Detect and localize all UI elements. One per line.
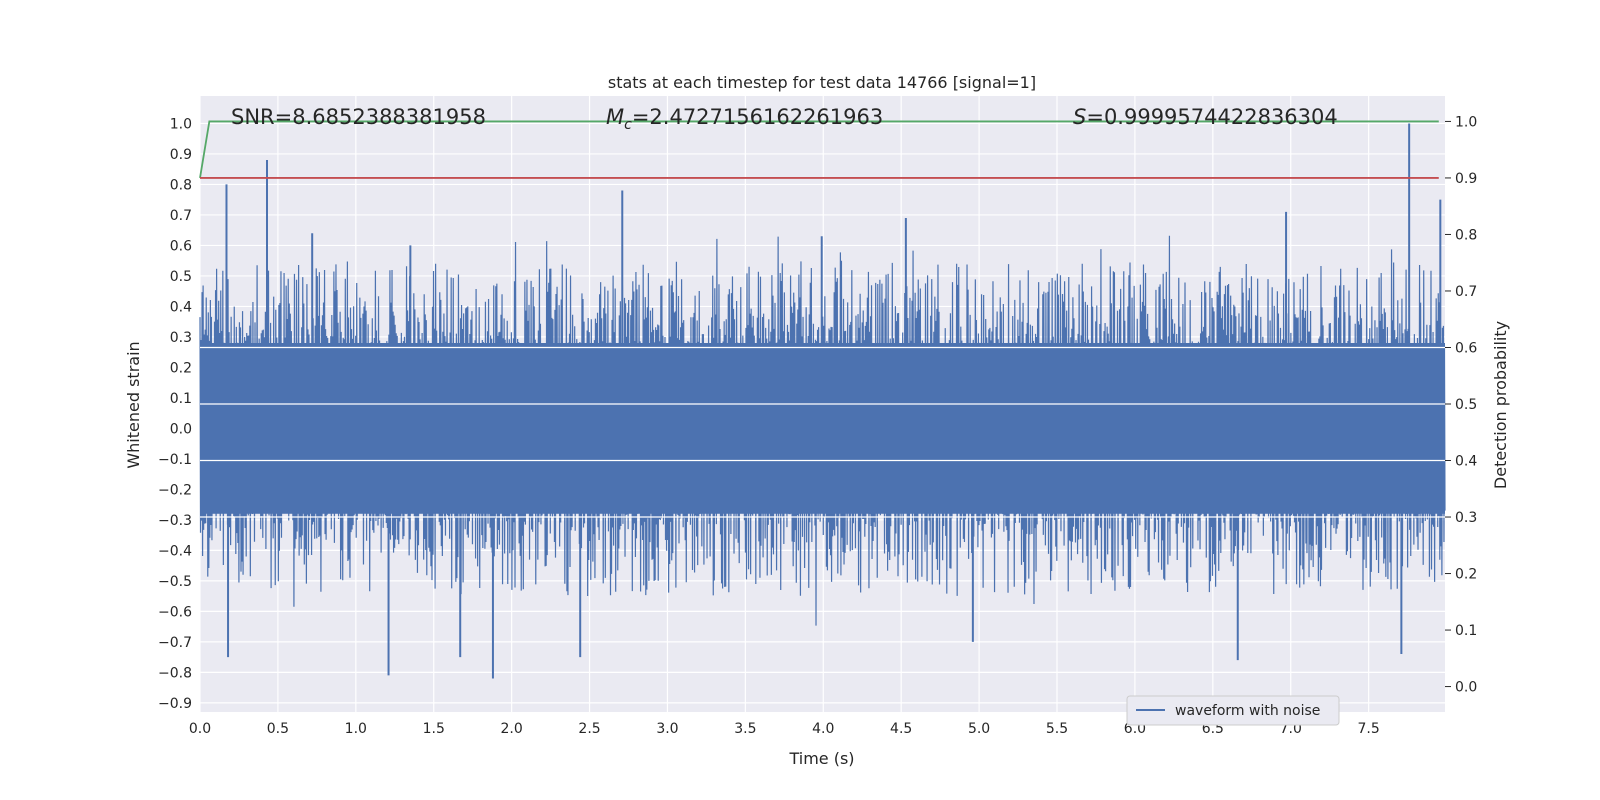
x-tick-label: 0.5 [267,721,289,737]
x-tick-label: 0.0 [189,721,211,737]
waveform-series [199,123,1446,679]
y2-tick-label: 0.5 [1455,397,1477,413]
snr-annotation: SNR=8.6852388381958 [231,105,486,129]
y-tick-label: 0.4 [170,299,192,315]
legend-label-waveform: waveform with noise [1175,703,1320,719]
x-tick-label: 3.5 [734,721,756,737]
y2-axis-label: Detection probability [1491,321,1510,489]
y-tick-label: 0.9 [170,147,192,163]
left-axis-ticks: −0.9 −0.8 −0.7 −0.6 −0.5 −0.4 −0.3 −0.2 −0.1 0.0 0… [158,116,192,711]
y2-tick-label: 0.1 [1455,623,1477,639]
x-tick-label: 1.5 [423,721,445,737]
y-tick-label: 0.3 [170,330,192,346]
y-tick-label: −0.7 [158,635,192,651]
y2-tick-label: 0.3 [1455,510,1477,526]
y-tick-label: 0.1 [170,391,192,407]
y2-tick-label: 0.4 [1455,454,1477,470]
x-tick-label: 5.0 [968,721,990,737]
chirp-mass-symbol: M [606,105,624,129]
legend-box [1126,695,1340,726]
y-tick-label: −0.9 [158,696,192,712]
s-annotation: S=0.9999574422836304 [1073,105,1338,129]
x-tick-label: 7.5 [1358,721,1380,737]
y2-tick-label: 0.8 [1455,227,1477,243]
chirp-mass-subscript: c [624,117,632,133]
x-tick-label: 1.0 [345,721,367,737]
legend: waveform with noise [1126,695,1340,726]
y2-tick-label: 0.9 [1455,171,1477,187]
y-tick-label: −0.6 [158,604,192,620]
y-axis-label: Whitened strain [124,341,143,468]
y-tick-label: 0.5 [170,269,192,285]
y-tick-label: 0.8 [170,177,192,193]
y2-tick-label: 0.0 [1455,680,1477,696]
y-tick-label: −0.5 [158,574,192,590]
y-tick-label: 0.0 [170,421,192,437]
x-tick-label: 5.5 [1046,721,1068,737]
chart-title: stats at each timestep for test data 147… [608,73,1036,92]
y2-tick-label: 0.2 [1455,567,1477,583]
x-tick-label: 2.0 [501,721,523,737]
y-tick-label: 0.6 [170,238,192,254]
y-tick-label: −0.2 [158,482,192,498]
y2-tick-label: 0.7 [1455,284,1477,300]
right-axis-ticks: 0.0 0.1 0.2 0.3 0.4 0.5 0.6 0.7 0.8 0.9 1.0 [1445,114,1477,696]
x-tick-label: 3.0 [656,721,678,737]
y-tick-label: 0.2 [170,360,192,376]
s-value: =0.9999574422836304 [1086,105,1337,129]
probability-line [199,120,1439,179]
y2-tick-label: 0.6 [1455,340,1477,356]
y-tick-label: −0.3 [158,513,192,529]
grid-overlay [200,346,1445,518]
y2-tick-label: 1.0 [1455,114,1477,130]
x-axis-label: Time (s) [788,749,854,768]
chirp-mass-annotation: Mc=2.4727156162261963 [606,105,883,133]
chirp-mass-value: =2.4727156162261963 [632,105,883,129]
y-tick-label: −0.1 [158,452,192,468]
y-tick-label: 1.0 [170,116,192,132]
x-tick-label: 4.5 [890,721,912,737]
s-symbol: S [1073,105,1086,129]
y-tick-label: 0.7 [170,208,192,224]
x-tick-label: 4.0 [812,721,834,737]
probability-series [199,120,1439,179]
x-tick-label: 2.5 [578,721,600,737]
y-tick-label: −0.4 [158,543,192,559]
y-tick-label: −0.8 [158,665,192,681]
